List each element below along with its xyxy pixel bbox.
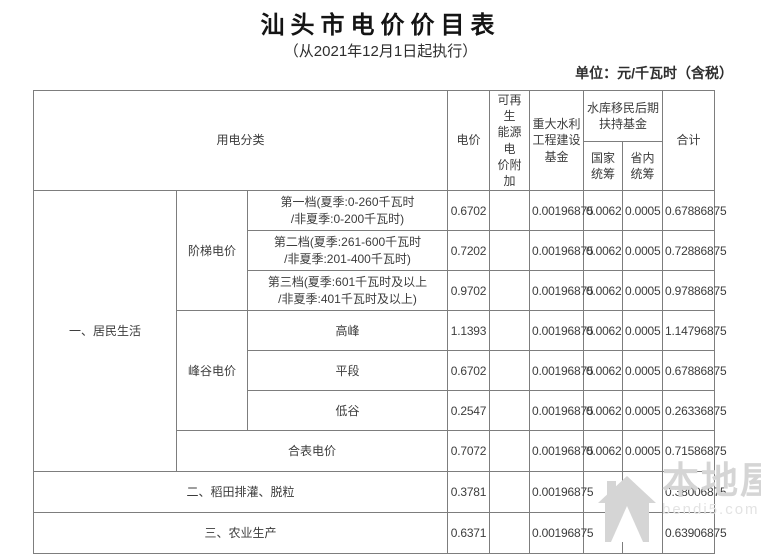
table-row-irrigation: 二、稻田排灌、脱粒 0.3781 0.00196875 0.38006875 bbox=[33, 471, 727, 514]
table-row-combined-meter: 合表电价 0.7072 0.00196875 0.0062 0.0005 0.7… bbox=[34, 430, 727, 473]
cell-irrigation-provincial bbox=[621, 471, 664, 514]
cell-valley-renewable bbox=[489, 390, 530, 432]
cell-flat-total: 0.67886875 bbox=[662, 350, 727, 392]
cell-valley-total: 0.26336875 bbox=[662, 390, 727, 432]
cell-combined-meter-national: 0.0062 bbox=[583, 430, 623, 473]
cell-flat-label: 平段 bbox=[247, 350, 448, 392]
cell-irrigation-renewable bbox=[489, 471, 530, 514]
cell-peak-total: 1.14796875 bbox=[662, 310, 727, 352]
cell-peak-valley-label: 峰谷电价 bbox=[176, 310, 248, 432]
cell-residential-label: 一、居民生活 bbox=[33, 190, 177, 473]
cell-tier2-provincial: 0.0005 bbox=[621, 230, 664, 272]
cell-tier3-total: 0.97886875 bbox=[662, 270, 727, 312]
cell-valley-water: 0.00196875 bbox=[529, 390, 594, 432]
cell-tier3-water: 0.00196875 bbox=[529, 270, 594, 312]
cell-tier1-national: 0.0062 bbox=[583, 190, 623, 232]
cell-tier3-national: 0.0062 bbox=[583, 270, 623, 312]
table-row-agriculture: 三、农业生产 0.6371 0.00196875 0.63906875 bbox=[33, 512, 727, 554]
col-header-renewable-surcharge: 可再生 能源电 价附加 bbox=[489, 89, 530, 192]
cell-combined-meter-water: 0.00196875 bbox=[529, 430, 594, 473]
cell-peak-renewable bbox=[489, 310, 530, 352]
col-header-reservoir-fund: 水库移民后期 扶持基金 bbox=[582, 89, 664, 143]
cell-flat-water: 0.00196875 bbox=[529, 350, 594, 392]
cell-combined-meter-price: 0.7072 bbox=[447, 430, 490, 473]
cell-combined-meter-renewable bbox=[489, 430, 530, 473]
cell-peak-price: 1.1393 bbox=[447, 310, 490, 352]
cell-tier2-renewable bbox=[489, 230, 530, 272]
cell-tier2-national: 0.0062 bbox=[583, 230, 623, 272]
cell-combined-meter-provincial: 0.0005 bbox=[621, 430, 664, 473]
cell-flat-renewable bbox=[489, 350, 530, 392]
cell-peak-national: 0.0062 bbox=[583, 310, 623, 352]
col-header-water-conservancy-fund: 重大水利 工程建设 基金 bbox=[529, 89, 584, 192]
cell-peak-label: 高峰 bbox=[247, 310, 448, 352]
col-header-national-pool: 国家 统筹 bbox=[583, 141, 623, 192]
cell-irrigation-water: 0.00196875 bbox=[529, 471, 594, 514]
cell-tier1-water: 0.00196875 bbox=[529, 190, 594, 232]
cell-valley-label: 低谷 bbox=[247, 390, 448, 432]
cell-combined-meter-total: 0.71586875 bbox=[662, 430, 727, 473]
cell-irrigation-label: 二、稻田排灌、脱粒 bbox=[33, 471, 448, 514]
cell-tier1-price: 0.6702 bbox=[447, 190, 490, 232]
cell-flat-national: 0.0062 bbox=[583, 350, 623, 392]
table-row-tier3: 第三档(夏季:601千瓦时及以上 /非夏季:401千瓦时及以上) 0.9702 … bbox=[34, 270, 727, 312]
cell-tier1-renewable bbox=[489, 190, 530, 232]
cell-agriculture-water: 0.00196875 bbox=[529, 512, 594, 554]
cell-tier2-label: 第二档(夏季:261-600千瓦时 /非夏季:201-400千瓦时) bbox=[247, 230, 448, 272]
cell-tier3-price: 0.9702 bbox=[447, 270, 490, 312]
cell-peak-water: 0.00196875 bbox=[529, 310, 594, 352]
cell-tier2-total: 0.72886875 bbox=[662, 230, 727, 272]
page-title: 汕头市电价价目表 bbox=[260, 12, 501, 39]
cell-peak-provincial: 0.0005 bbox=[621, 310, 664, 352]
table-row-tier2: 第二档(夏季:261-600千瓦时 /非夏季:201-400千瓦时) 0.720… bbox=[34, 230, 727, 272]
cell-valley-provincial: 0.0005 bbox=[621, 390, 664, 432]
cell-flat-price: 0.6702 bbox=[447, 350, 490, 392]
cell-valley-price: 0.2547 bbox=[447, 390, 490, 432]
cell-valley-national: 0.0062 bbox=[583, 390, 623, 432]
col-header-price: 电价 bbox=[447, 89, 490, 192]
cell-tier2-price: 0.7202 bbox=[447, 230, 490, 272]
price-table: 用电分类 电价 可再生 能源电 价附加 重大水利 工程建设 基金 水库移民后期 … bbox=[33, 89, 727, 554]
table-row-tier1: 一、居民生活 阶梯电价 第一档(夏季:0-260千瓦时 /非夏季:0-200千瓦… bbox=[33, 190, 727, 473]
cell-tier1-provincial: 0.0005 bbox=[621, 190, 664, 232]
cell-tier3-label: 第三档(夏季:601千瓦时及以上 /非夏季:401千瓦时及以上) bbox=[247, 270, 448, 312]
cell-agriculture-label: 三、农业生产 bbox=[33, 512, 448, 554]
col-header-total: 合计 bbox=[662, 89, 716, 192]
cell-agriculture-total: 0.63906875 bbox=[662, 512, 727, 554]
cell-tier1-label: 第一档(夏季:0-260千瓦时 /非夏季:0-200千瓦时) bbox=[247, 190, 448, 232]
cell-irrigation-total: 0.38006875 bbox=[662, 471, 727, 514]
cell-irrigation-price: 0.3781 bbox=[447, 471, 490, 514]
page: 汕头市电价价目表 （从2021年12月1日起执行） 单位：元/千瓦时（含税） 用… bbox=[33, 12, 761, 554]
cell-agriculture-price: 0.6371 bbox=[447, 512, 490, 554]
cell-tier1-total: 0.67886875 bbox=[662, 190, 727, 232]
unit-note: 单位：元/千瓦时（含税） bbox=[575, 65, 733, 81]
cell-tier3-provincial: 0.0005 bbox=[621, 270, 664, 312]
cell-tier3-renewable bbox=[489, 270, 530, 312]
col-header-provincial-pool: 省内 统筹 bbox=[621, 141, 664, 192]
effective-date: （从2021年12月1日起执行） bbox=[283, 43, 478, 60]
table-row-flat: 平段 0.6702 0.00196875 0.0062 0.0005 0.678… bbox=[34, 350, 727, 392]
cell-tiered-label: 阶梯电价 bbox=[176, 190, 248, 312]
cell-agriculture-provincial bbox=[621, 512, 664, 554]
cell-flat-provincial: 0.0005 bbox=[621, 350, 664, 392]
col-header-category: 用电分类 bbox=[33, 89, 448, 192]
cell-tier2-water: 0.00196875 bbox=[529, 230, 594, 272]
cell-combined-meter-label: 合表电价 bbox=[176, 430, 448, 473]
cell-agriculture-renewable bbox=[489, 512, 530, 554]
